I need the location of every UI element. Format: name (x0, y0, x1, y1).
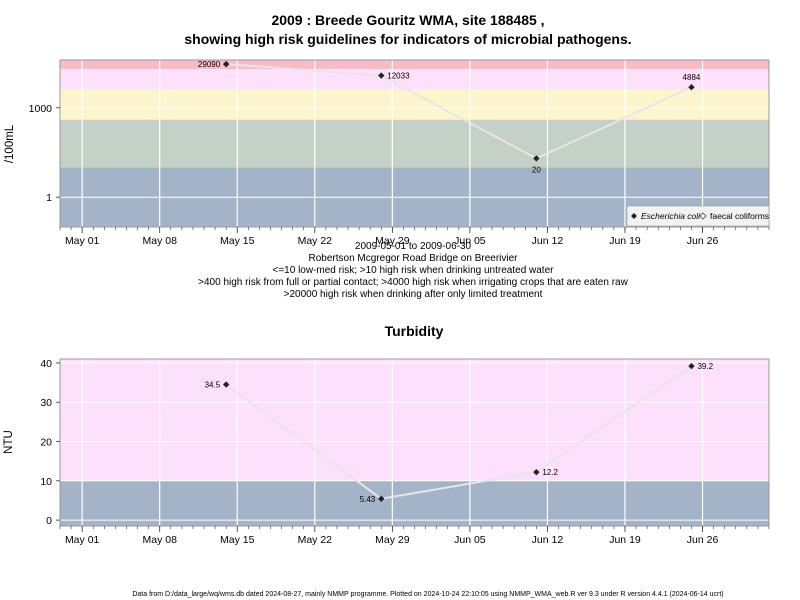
legend-label-faecal-coliforms: faecal coliforms (710, 211, 769, 221)
y-tick-label-30: 30 (40, 397, 52, 409)
data-label-2009-06-11: 12.2 (542, 468, 558, 477)
x-tick-label-may-15: May 15 (220, 235, 255, 247)
legend: Escherichia coli faecal coliforms (626, 205, 770, 227)
series-line (226, 63, 692, 160)
y-axis-label: NTU (3, 430, 15, 454)
chart-title-line-2: showing high risk guidelines for indicat… (184, 31, 631, 47)
data-label-2009-05-28: 5.43 (360, 495, 376, 504)
y-tick-label-10: 10 (40, 476, 52, 488)
x-tick-label-jun-12: Jun 12 (532, 534, 564, 546)
risk-bands (60, 60, 769, 227)
grid-lines (60, 359, 769, 526)
data-point-2009-06-11 (533, 468, 540, 476)
data-point-2009-05-28 (378, 495, 385, 502)
legend-box (626, 205, 770, 227)
x-tick-label-may-15: May 15 (220, 534, 255, 546)
caption-date-range: 2009-05-01 to 2009-06-30 (355, 241, 472, 252)
legend-marker-faecal-coliforms (699, 212, 707, 220)
data-point-2009-05-28 (378, 72, 385, 79)
data-label-2009-06-25: 4884 (683, 73, 701, 82)
y-tick-label-40: 40 (40, 358, 52, 370)
y-tick-label-1: 1 (46, 192, 52, 204)
risk-band-1 (60, 119, 769, 168)
footer-note: Data from D:/data_large/wq/wms.db dated … (132, 591, 723, 598)
x-tick-label-may-01: May 01 (65, 534, 100, 546)
x-tick-label-may-08: May 08 (142, 534, 177, 546)
caption-risk-line-1: <=10 low-med risk; >10 high risk when dr… (273, 265, 555, 276)
x-tick-label-jun-26: Jun 26 (687, 235, 719, 247)
chart-title-line-1: 2009 : Breede Gouritz WMA, site 188485 , (271, 12, 544, 28)
risk-band-3 (60, 68, 769, 90)
x-axis: May 01 May 08 May 15 May 22 May 29 Jun 05 Jun … (59, 227, 770, 247)
data-label-2009-05-14: 34.5 (205, 381, 221, 390)
data-label-2009-05-14: 29090 (198, 60, 221, 69)
data-point-2009-05-14 (222, 381, 230, 388)
legend-marker-escherichia-coli (631, 213, 637, 219)
legend-label-escherichia-coli: Escherichia coli (641, 211, 701, 221)
series-turbidity: 34.5 5.43 12.2 39.2 (205, 362, 714, 504)
y-tick-label-20: 20 (40, 437, 52, 449)
risk-band-1 (60, 359, 769, 481)
x-tick-label-jun-05: Jun 05 (454, 534, 486, 546)
x-tick-label-jun-05: Jun 05 (454, 235, 486, 247)
x-tick-label-may-29: May 29 (375, 534, 410, 546)
x-tick-label-jun-19: Jun 19 (609, 534, 641, 546)
y-axis-label: /100mL (4, 124, 16, 163)
series-line (225, 365, 693, 500)
turbidity-title: Turbidity (385, 323, 444, 339)
microbial-chart: 2009 : Breede Gouritz WMA, site 188485 ,… (4, 12, 770, 300)
risk-band-4 (60, 60, 769, 69)
risk-bands (60, 359, 769, 526)
data-label-2009-06-25: 39.2 (697, 362, 713, 371)
x-tick-label-may-22: May 22 (298, 534, 333, 546)
caption-site-name: Robertson Mcgregor Road Bridge on Breeri… (309, 253, 519, 264)
x-tick-label-may-08: May 08 (142, 235, 177, 247)
data-point-2009-06-25 (688, 84, 695, 91)
caption-risk-line-2: >400 high risk from full or partial cont… (198, 277, 628, 288)
y-axis: 1 1000 (29, 103, 60, 204)
data-label-2009-05-28: 12033 (387, 72, 410, 81)
x-tick-label-jun-19: Jun 19 (609, 235, 641, 247)
caption-risk-line-3: >20000 high risk when drinking after onl… (284, 289, 543, 300)
y-tick-label-1000: 1000 (29, 103, 53, 115)
data-point-2009-05-14 (222, 60, 230, 68)
x-tick-label-may-01: May 01 (65, 235, 100, 247)
series-escherichia-coli: 29090 12033 20 4884 (198, 60, 701, 174)
data-point-2009-06-11 (533, 155, 540, 162)
x-tick-label-jun-12: Jun 12 (532, 235, 564, 247)
x-tick-label-may-29: May 29 (375, 235, 410, 247)
y-tick-label-0: 0 (46, 515, 52, 527)
grid-lines (60, 60, 769, 227)
y-axis: 0 10 20 30 40 (40, 358, 60, 527)
risk-band-2 (60, 89, 769, 120)
x-tick-label-may-22: May 22 (298, 235, 333, 247)
x-tick-label-jun-26: Jun 26 (687, 534, 719, 546)
data-point-2009-06-25 (688, 362, 695, 370)
chart-caption: 2009-05-01 to 2009-06-30 Robertson Mcgre… (198, 241, 628, 300)
risk-band-0 (60, 480, 769, 526)
x-axis: May 01 May 08 May 15 May 22 May 29 Jun 05 Jun … (59, 526, 770, 546)
data-label-2009-06-11: 20 (532, 165, 541, 174)
